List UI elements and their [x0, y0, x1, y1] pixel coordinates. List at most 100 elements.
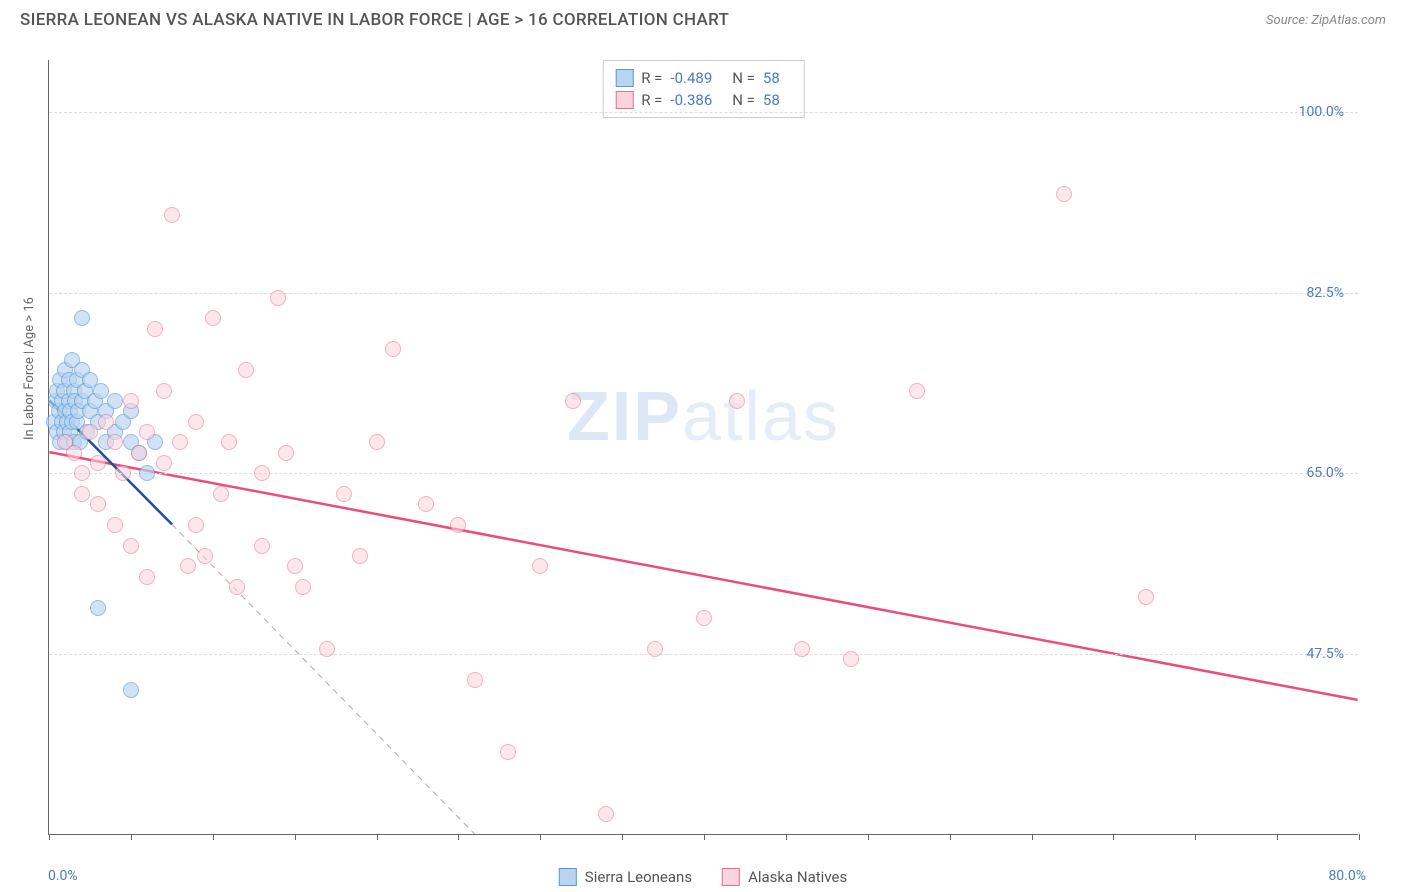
x-tick	[786, 834, 787, 840]
point-series2	[156, 383, 172, 399]
scatter-chart: ZIPatlas R = -0.489 N = 58 R = -0.386 N …	[48, 60, 1358, 835]
point-series2	[115, 465, 131, 481]
point-series2	[66, 445, 82, 461]
x-tick	[868, 834, 869, 840]
point-series2	[254, 538, 270, 554]
gridline	[49, 112, 1358, 113]
point-series2	[369, 434, 385, 450]
watermark-bold: ZIP	[567, 377, 682, 455]
n-value-series2: 58	[763, 91, 780, 109]
point-series2	[180, 558, 196, 574]
x-tick	[540, 834, 541, 840]
y-tick-label: 100.0%	[1299, 104, 1344, 120]
point-series2	[565, 393, 581, 409]
point-series2	[843, 651, 859, 667]
y-axis-label: In Labor Force | Age > 16	[22, 297, 37, 440]
r-value-series1: -0.489	[670, 69, 712, 87]
n-value-series1: 58	[763, 69, 780, 87]
legend-label-series1: Sierra Leoneans	[585, 868, 692, 886]
point-series2	[205, 310, 221, 326]
point-series1	[90, 600, 106, 616]
x-tick	[213, 834, 214, 840]
point-series1	[107, 393, 123, 409]
gridline	[49, 473, 1358, 474]
x-tick	[49, 834, 50, 840]
point-series1	[139, 465, 155, 481]
point-series2	[696, 610, 712, 626]
r-label: R =	[641, 69, 662, 87]
y-tick-label: 65.0%	[1306, 465, 1344, 481]
point-series2	[532, 558, 548, 574]
point-series2	[107, 517, 123, 533]
point-series2	[74, 465, 90, 481]
point-series2	[467, 672, 483, 688]
point-series2	[319, 641, 335, 657]
stats-legend-box: R = -0.489 N = 58 R = -0.386 N = 58	[602, 60, 805, 118]
point-series2	[270, 290, 286, 306]
point-series2	[147, 321, 163, 337]
point-series1	[123, 682, 139, 698]
point-series2	[74, 486, 90, 502]
stats-row-series1: R = -0.489 N = 58	[615, 67, 792, 89]
point-series2	[221, 434, 237, 450]
point-series2	[156, 455, 172, 471]
x-tick	[1113, 834, 1114, 840]
point-series2	[385, 341, 401, 357]
point-series2	[500, 744, 516, 760]
r-label: R =	[641, 91, 662, 109]
point-series2	[1056, 186, 1072, 202]
point-series2	[131, 445, 147, 461]
legend-item-series2: Alaska Natives	[722, 868, 847, 886]
point-series2	[139, 424, 155, 440]
watermark-light: atlas	[682, 377, 840, 455]
point-series2	[238, 362, 254, 378]
x-tick	[131, 834, 132, 840]
x-tick	[704, 834, 705, 840]
y-tick-label: 47.5%	[1306, 646, 1344, 662]
x-tick	[950, 834, 951, 840]
point-series2	[794, 641, 810, 657]
gridline	[49, 654, 1358, 655]
x-tick	[458, 834, 459, 840]
gridline	[49, 293, 1358, 294]
x-tick	[377, 834, 378, 840]
point-series2	[287, 558, 303, 574]
point-series2	[213, 486, 229, 502]
point-series2	[450, 517, 466, 533]
x-axis-min-label: 0.0%	[48, 868, 78, 884]
chart-title: SIERRA LEONEAN VS ALASKA NATIVE IN LABOR…	[20, 10, 729, 30]
swatch-series1	[615, 69, 633, 87]
point-series2	[418, 496, 434, 512]
x-axis-max-label: 80.0%	[1328, 868, 1366, 884]
n-label: N =	[732, 69, 755, 87]
point-series2	[229, 579, 245, 595]
x-tick	[1359, 834, 1360, 840]
y-tick-label: 82.5%	[1306, 285, 1344, 301]
point-series2	[197, 548, 213, 564]
x-tick	[1032, 834, 1033, 840]
point-series2	[1138, 589, 1154, 605]
source-attribution: Source: ZipAtlas.com	[1266, 13, 1386, 28]
x-tick	[622, 834, 623, 840]
swatch-series1	[559, 868, 577, 886]
r-value-series2: -0.386	[670, 91, 712, 109]
point-series2	[909, 383, 925, 399]
point-series1	[74, 310, 90, 326]
stats-row-series2: R = -0.386 N = 58	[615, 89, 792, 111]
point-series2	[647, 641, 663, 657]
trend-lines-svg	[49, 60, 1358, 834]
point-series2	[188, 517, 204, 533]
swatch-series2	[615, 91, 633, 109]
point-series2	[172, 434, 188, 450]
x-tick	[1277, 834, 1278, 840]
legend-label-series2: Alaska Natives	[748, 868, 847, 886]
legend-item-series1: Sierra Leoneans	[559, 868, 692, 886]
point-series2	[98, 414, 114, 430]
point-series2	[188, 414, 204, 430]
point-series2	[90, 455, 106, 471]
x-tick	[295, 834, 296, 840]
series-legend: Sierra Leoneans Alaska Natives	[559, 868, 847, 886]
point-series2	[598, 806, 614, 822]
point-series2	[139, 569, 155, 585]
point-series2	[90, 496, 106, 512]
